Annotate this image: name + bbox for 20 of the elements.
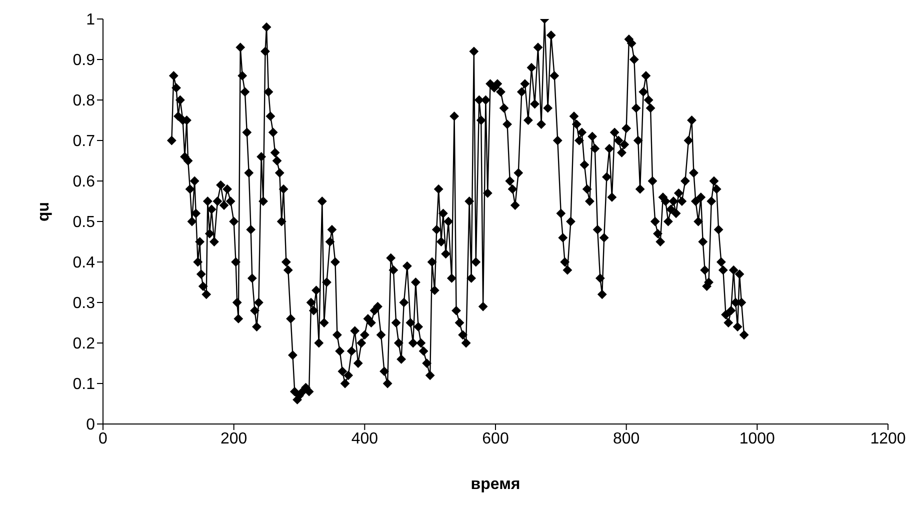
y-tick-label: 0.6 [72, 174, 96, 191]
y-tick-label: 0.7 [72, 133, 96, 150]
y-tick-label: 0.3 [72, 295, 96, 312]
y-axis-title: qu [36, 202, 53, 222]
y-tick-label: 0.1 [72, 376, 96, 394]
y-tick-label: 0.4 [72, 254, 96, 272]
y-tick-label: 0.5 [72, 214, 96, 232]
y-tick-label: 0 [86, 416, 96, 434]
y-tick-label: 0.8 [72, 92, 96, 110]
x-tick-label: 800 [612, 430, 640, 448]
x-tick-label: 600 [482, 430, 509, 448]
x-tick-label: 1200 [870, 430, 906, 448]
x-axis-title: время [470, 476, 520, 493]
y-tick-label: 0.9 [72, 52, 96, 70]
x-tick-label: 200 [220, 430, 248, 448]
x-tick-label: 1000 [739, 430, 776, 448]
x-tick-label: 400 [351, 430, 378, 448]
y-tick-label: 1 [86, 12, 96, 29]
y-tick-label: 0.2 [72, 336, 96, 353]
x-tick-label: 0 [98, 430, 108, 448]
